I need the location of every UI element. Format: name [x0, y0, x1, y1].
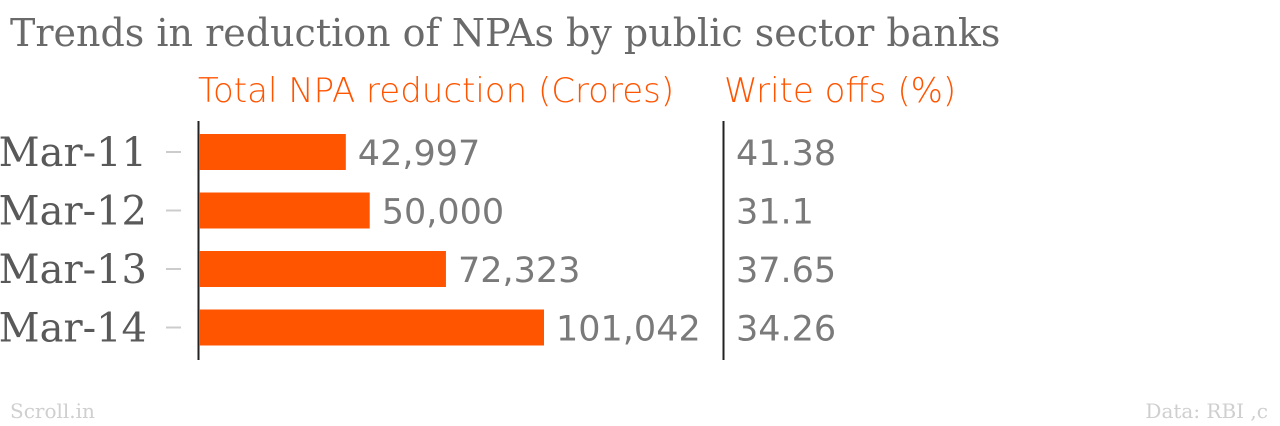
category-label-mar-13: Mar-13 — [0, 247, 147, 293]
bar-value-label-mar-12: 50,000 — [382, 193, 504, 233]
category-label-mar-12: Mar-12 — [0, 189, 147, 235]
category-label-mar-14: Mar-14 — [0, 306, 147, 352]
category-label-mar-11: Mar-11 — [0, 130, 147, 176]
column-header-npa-reduction: Total NPA reduction (Crores) — [198, 71, 674, 111]
write-off-value-mar-13: 37.65 — [736, 251, 836, 291]
bar-mar-12 — [199, 192, 370, 229]
bar-mar-14 — [199, 309, 544, 346]
footer-source-left: Scroll.in — [10, 399, 95, 423]
bar-value-label-mar-11: 42,997 — [358, 134, 480, 174]
footer-source-right: Data: RBI ,c — [1145, 399, 1268, 423]
bar-mar-13 — [199, 251, 446, 287]
column-header-write-offs: Write offs (%) — [724, 71, 956, 111]
bar-value-label-mar-13: 72,323 — [458, 251, 580, 291]
bar-mar-11 — [199, 134, 346, 170]
write-off-value-mar-12: 31.1 — [736, 193, 814, 233]
write-off-value-mar-11: 41.38 — [736, 134, 836, 174]
chart-rows: Mar-11 42,997 41.38 Mar-12 50,000 31.1 Mar-13 7… — [0, 130, 836, 352]
chart-title: Trends in reduction of NPAs by public se… — [10, 11, 1000, 55]
write-off-value-mar-14: 34.26 — [736, 310, 836, 350]
bar-value-label-mar-14: 101,042 — [556, 310, 701, 350]
